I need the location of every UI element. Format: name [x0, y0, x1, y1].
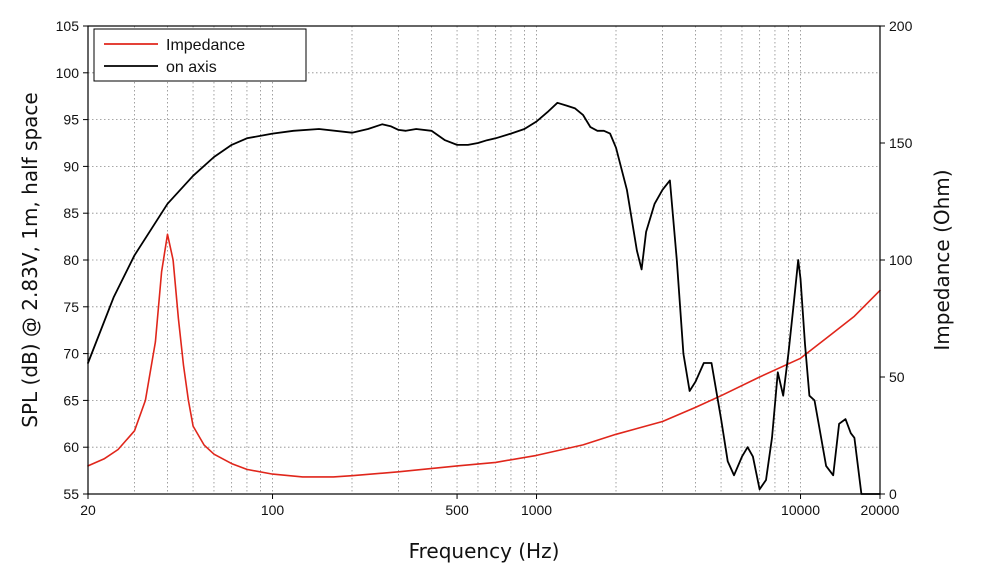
legend-box	[93, 28, 307, 82]
y-axis-left: 55 60 65 70 75 80 85 90 95 100 105	[56, 18, 88, 502]
x-axis-label: Frequency (Hz)	[409, 539, 560, 563]
series-line-impedance	[87, 233, 881, 478]
y-left-tick-label: 100	[56, 65, 80, 81]
x-tick-label: 500	[445, 502, 469, 518]
y-right-tick-label: 150	[889, 135, 913, 151]
y-axis-right-label: Impedance (Ohm)	[930, 169, 954, 350]
y-right-tick-label: 100	[889, 252, 913, 268]
y-axis-left-label: SPL (dB) @ 2.83V, 1m, half space	[18, 92, 42, 427]
y-axis-right: 0 50 100 150 200	[880, 18, 913, 502]
y-left-tick-label: 105	[56, 18, 80, 34]
x-tick-label: 1000	[521, 502, 552, 518]
y-left-tick-label: 70	[63, 346, 79, 362]
y-left-tick-label: 90	[63, 158, 79, 174]
x-tick-label: 20000	[861, 502, 900, 518]
y-right-tick-label: 0	[889, 486, 897, 502]
y-left-tick-label: 85	[63, 205, 79, 221]
series-line-on-axis	[87, 101, 881, 495]
legend: Impedance on axis	[93, 28, 307, 82]
y-right-tick-label: 50	[889, 369, 905, 385]
series-layer	[87, 101, 881, 495]
y-left-tick-label: 80	[63, 252, 79, 268]
x-tick-label: 100	[261, 502, 285, 518]
y-right-tick-label: 200	[889, 18, 913, 34]
y-left-tick-label: 65	[63, 392, 79, 408]
y-left-tick-label: 60	[63, 439, 79, 455]
legend-entry-impedance: Impedance	[166, 37, 245, 54]
x-tick-label: 10000	[781, 502, 820, 518]
legend-entry-on-axis: on axis	[166, 59, 217, 76]
y-left-tick-label: 75	[63, 299, 79, 315]
grid	[88, 26, 880, 494]
x-axis: 20 100 500 1000 10000 20000	[80, 494, 900, 518]
y-left-tick-label: 55	[63, 486, 79, 502]
x-tick-label: 20	[80, 502, 96, 518]
y-left-tick-label: 95	[63, 112, 79, 128]
